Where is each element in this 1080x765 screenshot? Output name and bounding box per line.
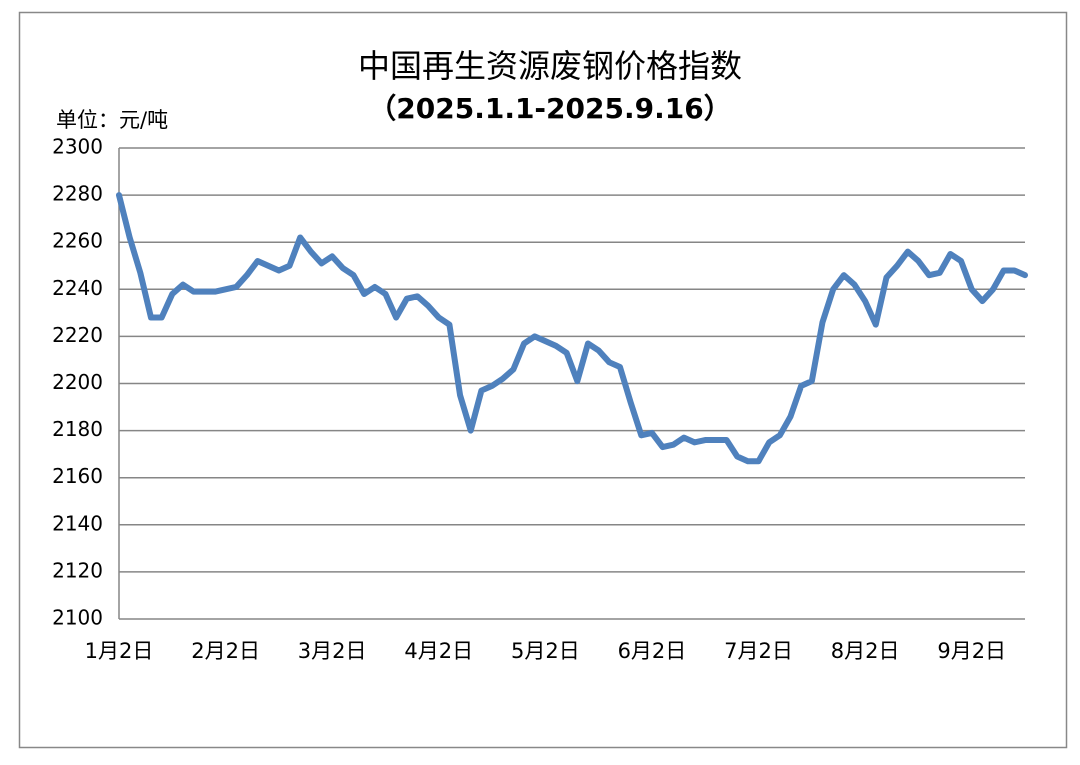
x-tick-label: 9月2日: [937, 639, 1006, 663]
chart-title: 中国再生资源废钢价格指数: [358, 47, 742, 85]
y-tick-label: 2180: [52, 417, 103, 441]
y-tick-label: 2220: [52, 323, 103, 347]
x-tick-label: 8月2日: [831, 639, 900, 663]
chart-subtitle: （2025.1.1-2025.9.16）: [368, 92, 731, 125]
x-tick-label: 3月2日: [298, 639, 367, 663]
y-tick-label: 2140: [52, 511, 103, 535]
x-tick-label: 2月2日: [191, 639, 260, 663]
y-tick-label: 2300: [52, 135, 103, 159]
y-tick-label: 2100: [52, 606, 103, 630]
y-tick-label: 2280: [52, 182, 103, 206]
x-tick-label: 7月2日: [724, 639, 793, 663]
y-tick-label: 2200: [52, 370, 103, 394]
y-axis-label: 单位：元/吨: [56, 108, 168, 132]
y-tick-label: 2120: [52, 558, 103, 582]
x-tick-label: 1月2日: [85, 639, 154, 663]
y-tick-label: 2160: [52, 464, 103, 488]
chart-border: [18, 11, 1068, 749]
x-tick-label: 6月2日: [618, 639, 687, 663]
y-tick-label: 2260: [52, 229, 103, 253]
line-series: [116, 192, 1028, 465]
x-tick-label: 4月2日: [404, 639, 473, 663]
y-tick-label: 2240: [52, 276, 103, 300]
x-tick-label: 5月2日: [511, 639, 580, 663]
